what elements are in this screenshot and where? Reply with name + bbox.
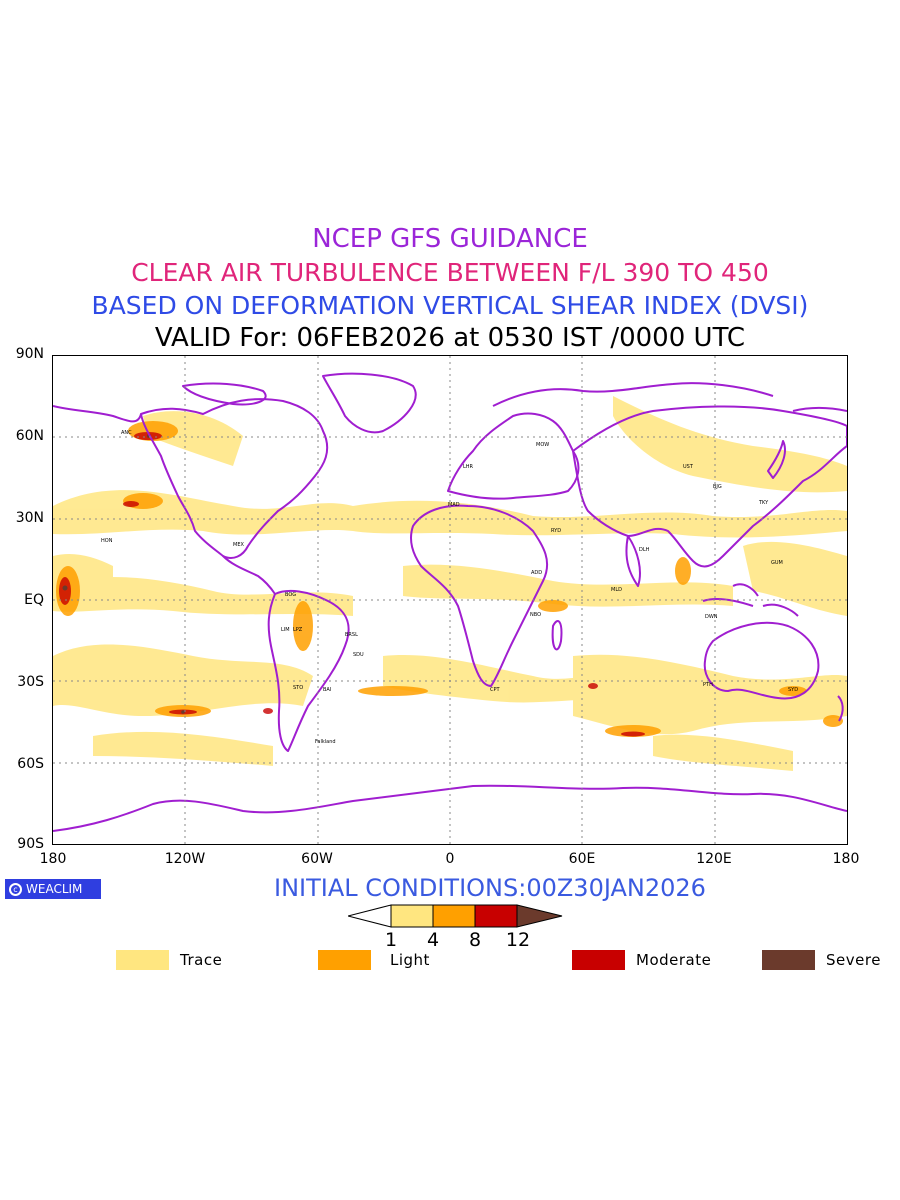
station-label: BAI: [323, 687, 331, 693]
legend-label-severe: Severe: [826, 951, 881, 969]
map-subtitle-method: BASED ON DEFORMATION VERTICAL SHEAR INDE…: [91, 291, 809, 320]
colorbar-light: [432, 904, 476, 928]
legend-label-trace: Trace: [180, 951, 223, 969]
lat-label: 60N: [15, 428, 44, 444]
lon-label: 120E: [696, 851, 732, 867]
lat-label: 30N: [15, 510, 44, 526]
stations: ANC HON MEX BOG LIM LPZ BRSL SDU STO BAI Falkland C…: [101, 430, 798, 745]
legend-swatch-severe: [762, 950, 815, 970]
station-label: SYD: [788, 687, 798, 693]
station-label: LIM: [281, 627, 290, 633]
graticule: [53, 356, 847, 844]
station-label: TKY: [758, 500, 769, 506]
legend-label-moderate: Moderate: [636, 951, 712, 969]
lon-label: 180: [832, 851, 860, 867]
station-label: MEX: [233, 542, 244, 548]
colorbar-severe: [516, 904, 563, 928]
valid-time: VALID For: 06FEB2026 at 0530 IST /0000 U…: [154, 323, 746, 353]
lat-label: 60S: [17, 756, 44, 772]
station-label: PTH: [703, 682, 713, 688]
colorbar-tick: 12: [505, 929, 531, 951]
colorbar-trace: [390, 904, 434, 928]
logo-text: WEACLIM: [26, 882, 83, 896]
station-label: BOG: [285, 592, 296, 598]
colorbar-tick: 4: [426, 929, 440, 951]
station-label: MLD: [611, 587, 622, 593]
lon-label: 180: [39, 851, 67, 867]
legend-swatch-trace: [116, 950, 169, 970]
station-label: HON: [101, 538, 113, 544]
colorbar-tick: 8: [468, 929, 482, 951]
lat-label: 90N: [15, 346, 44, 362]
lat-label: 90S: [17, 836, 44, 852]
station-label: GUM: [771, 560, 783, 566]
station-label: ANC: [121, 430, 132, 436]
colorbar: [348, 904, 563, 928]
station-label: NBO: [530, 612, 541, 618]
station-label: MOW: [536, 442, 549, 448]
station-label: LPZ: [293, 627, 303, 633]
lon-label: 120W: [164, 851, 206, 867]
lon-label: 60E: [568, 851, 596, 867]
weaclim-logo: c WEACLIM: [5, 879, 101, 899]
lon-label: 60W: [301, 851, 333, 867]
station-label: DLH: [639, 547, 650, 553]
map-subtitle-turbulence: CLEAR AIR TURBULENCE BETWEEN F/L 390 TO …: [131, 258, 769, 287]
map-title: NCEP GFS GUIDANCE: [312, 224, 588, 254]
station-label: CPT: [490, 687, 501, 693]
lat-label: EQ: [24, 592, 44, 608]
station-label: LHR: [463, 464, 474, 470]
station-label: DWN: [705, 614, 718, 620]
map-canvas: ANC HON MEX BOG LIM LPZ BRSL SDU STO BAI Falkland C…: [53, 356, 847, 844]
colorbar-moderate: [474, 904, 518, 928]
station-label: Falkland: [315, 739, 336, 745]
station-label: RYD: [551, 528, 561, 534]
turbulence-map: ANC HON MEX BOG LIM LPZ BRSL SDU STO BAI Falkland C…: [52, 355, 848, 845]
station-label: STO: [293, 685, 303, 691]
station-label: SDU: [353, 652, 364, 658]
colorbar-under-arrow: [348, 904, 392, 928]
copyright-icon: c: [9, 882, 22, 896]
coastlines: [53, 372, 847, 832]
legend-swatch-moderate: [572, 950, 625, 970]
station-label: BRSL: [345, 632, 358, 638]
station-label: BJG: [713, 484, 722, 490]
legend-swatch-light: [318, 950, 371, 970]
station-label: MAD: [448, 502, 460, 508]
initial-conditions: INITIAL CONDITIONS:00Z30JAN2026: [274, 874, 706, 902]
legend-label-light: Light: [390, 951, 430, 969]
station-label: UST: [683, 464, 694, 470]
lon-label: 0: [445, 851, 455, 867]
colorbar-tick: 1: [384, 929, 398, 951]
lat-label: 30S: [17, 674, 44, 690]
station-label: ADD: [531, 570, 542, 576]
